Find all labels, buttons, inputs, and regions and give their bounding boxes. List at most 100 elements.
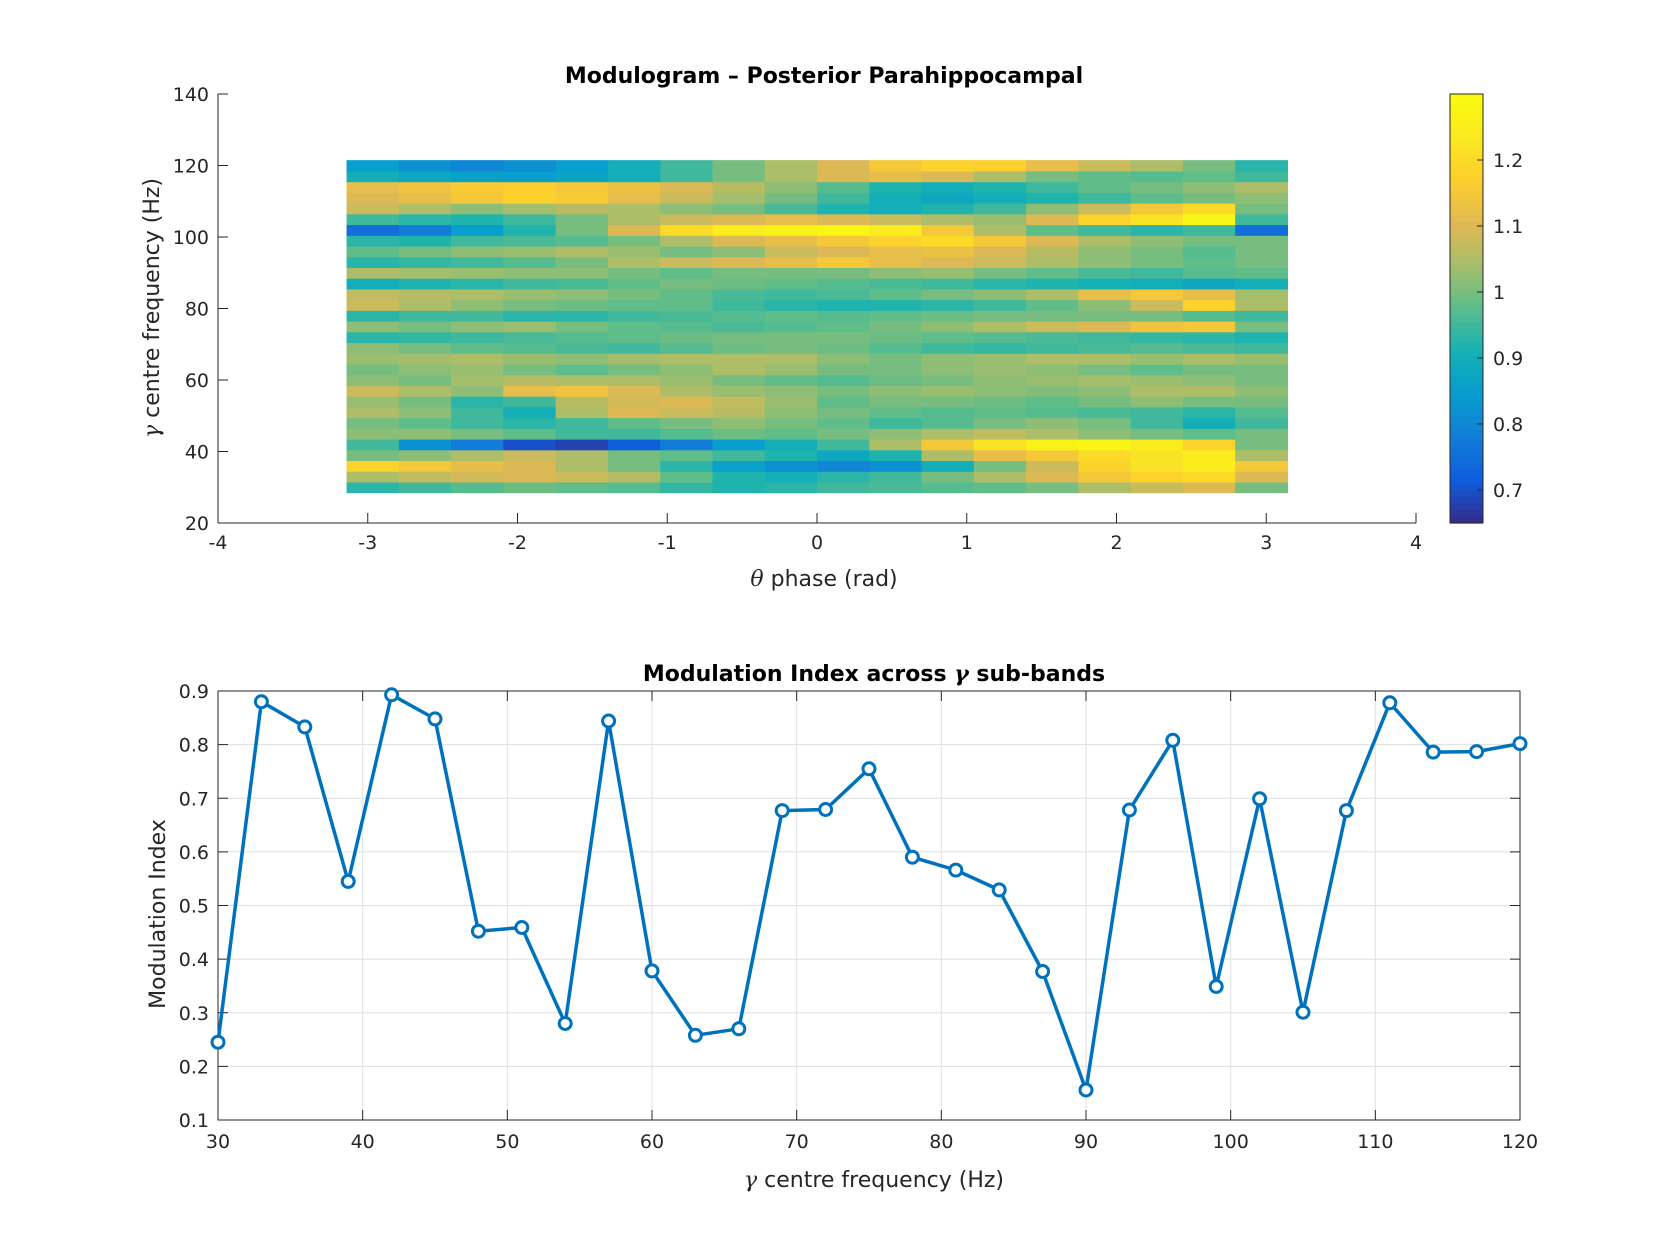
colorbar-swatch — [1450, 355, 1483, 363]
heatmap-cell — [1078, 245, 1132, 258]
heatmap-cell — [1130, 342, 1184, 354]
heatmap-cell — [921, 267, 975, 279]
heatmap-cell — [503, 235, 557, 247]
heatmap-cell — [869, 181, 923, 193]
heatmap-cell — [869, 267, 923, 279]
heatmap-cell — [1130, 213, 1184, 226]
heatmap-cell — [869, 342, 923, 354]
heatmap-cell — [764, 203, 818, 215]
modulation-index-point — [514, 920, 530, 935]
heatmap-cell — [1130, 224, 1184, 236]
heatmap-cell — [1026, 471, 1079, 483]
heatmap-cell — [660, 374, 714, 386]
heatmap-cell — [346, 428, 400, 440]
heatmap-cell — [1130, 245, 1184, 258]
heatmap-cell — [921, 396, 975, 408]
heatmap-cell — [555, 267, 609, 279]
heatmap-cell — [660, 267, 714, 279]
heatmap-cell — [555, 203, 609, 215]
modulation-index-point — [948, 862, 964, 878]
heatmap-cell — [764, 245, 818, 258]
heatmap-cell — [398, 449, 452, 462]
colorbar-swatch — [1450, 268, 1483, 276]
heatmap-cell — [1026, 363, 1079, 376]
heatmap-cell — [1235, 481, 1289, 494]
heatmap-cell — [1235, 353, 1289, 365]
heatmap-cell — [973, 278, 1027, 290]
heatmap-cell — [1235, 428, 1289, 440]
heatmap-cell — [1026, 235, 1079, 247]
heatmap-cell — [555, 374, 609, 386]
heatmap-cell — [398, 321, 452, 333]
colorbar-swatch — [1450, 134, 1483, 142]
heatmap-cell — [764, 170, 818, 183]
heatmap-cell — [1078, 288, 1132, 301]
heatmap-cell — [1130, 299, 1184, 311]
colorbar-swatch — [1450, 409, 1483, 417]
heatmap-cell — [660, 385, 714, 397]
heatmap-cell — [1078, 278, 1132, 290]
colorbar-swatch — [1450, 315, 1483, 323]
heatmap-cell — [398, 245, 452, 258]
heatmap-cell — [817, 417, 870, 429]
heatmap-cell — [764, 363, 818, 376]
heatmap-cell — [869, 278, 923, 290]
heatmap-cell — [660, 245, 714, 258]
heatmap-cell — [817, 321, 870, 333]
colorbar-swatch — [1450, 375, 1483, 383]
heatmap-cell — [503, 160, 557, 172]
heatmap-cell — [1130, 374, 1184, 386]
heatmap-cell — [1130, 256, 1184, 268]
heatmap-cell — [398, 471, 452, 483]
heatmap-cell — [973, 203, 1027, 215]
heatmap-cell — [1182, 245, 1236, 258]
heatmap-cell — [1235, 203, 1289, 215]
modulation-index-point — [253, 694, 269, 710]
heatmap-cell — [1026, 267, 1079, 279]
heatmap-cell — [1182, 192, 1236, 204]
heatmap-cell — [660, 471, 714, 483]
heatmap-cell — [817, 460, 870, 472]
heatmap-cell — [451, 288, 504, 301]
heatmap-cell — [346, 288, 400, 301]
colorbar-swatch — [1450, 214, 1483, 222]
heatmap-cell — [346, 224, 400, 236]
line-y-tick-label: 0.4 — [179, 949, 209, 971]
heatmap-cell — [346, 299, 400, 311]
line-x-tick-label: 80 — [929, 1131, 953, 1153]
heatmap-cell — [921, 385, 975, 397]
heatmap-cell — [503, 396, 557, 408]
heatmap-cell — [398, 374, 452, 386]
heatmap-cell — [1130, 235, 1184, 247]
heatmap-cell — [869, 396, 923, 408]
heatmap-cell — [869, 428, 923, 440]
heatmap-cell — [712, 342, 766, 354]
heatmap-cell — [398, 342, 452, 354]
heatmap-cell — [346, 342, 400, 354]
heatmap-cell — [451, 310, 504, 322]
heatmap-cell — [660, 342, 714, 354]
heatmap-cell — [817, 299, 870, 311]
heatmap-y-tick-label: 100 — [173, 227, 209, 249]
line-x-axis-label: γ centre frequency (Hz) — [744, 1168, 1004, 1193]
heatmap-cell — [973, 342, 1027, 354]
heatmap-cell — [1026, 481, 1079, 494]
heatmap-cell — [817, 245, 870, 258]
heatmap-cell — [921, 224, 975, 236]
heatmap-cell — [712, 181, 766, 193]
heatmap-cell — [1235, 310, 1289, 322]
heatmap-cell — [869, 160, 923, 172]
heatmap-cell — [1130, 278, 1184, 290]
heatmap-cell — [1235, 278, 1289, 290]
heatmap-cell — [869, 481, 923, 494]
heatmap-cell — [503, 374, 557, 386]
line-y-tick-label: 0.5 — [179, 896, 209, 918]
heatmap-cell — [398, 192, 452, 204]
heatmap-cell — [398, 417, 452, 429]
line-x-tick-label: 100 — [1213, 1131, 1249, 1153]
heatmap-cell — [503, 278, 557, 290]
heatmap-cell — [764, 181, 818, 193]
heatmap-cell — [660, 299, 714, 311]
heatmap-cell — [1130, 267, 1184, 279]
heatmap-cell — [1026, 353, 1079, 365]
